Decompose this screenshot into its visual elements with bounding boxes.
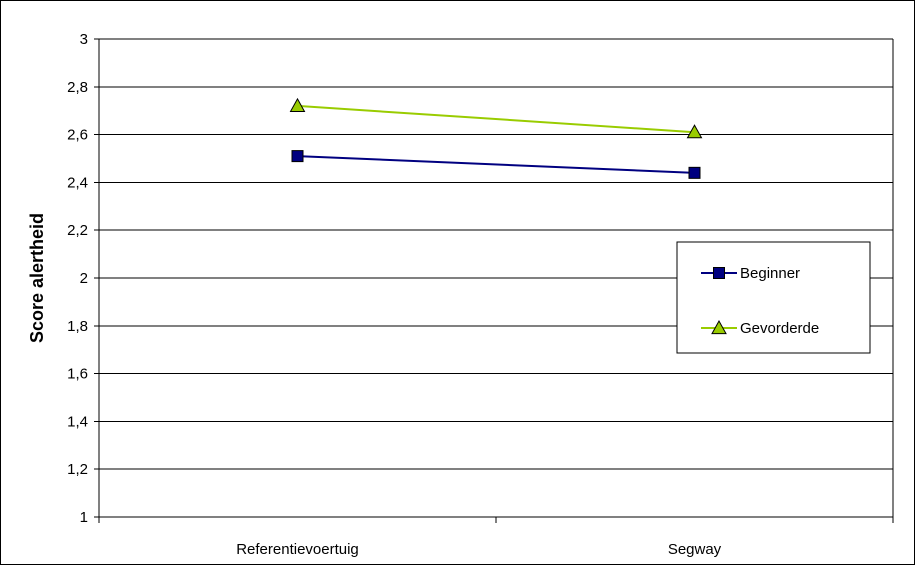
x-tick-label: Segway	[668, 541, 722, 558]
series-lines	[297, 104, 695, 174]
y-tick-label: 2	[80, 270, 88, 287]
series-line-gevorderde	[297, 104, 695, 134]
y-tick-label: 2,4	[67, 174, 88, 191]
y-tick-label: 3	[80, 31, 88, 48]
y-tick-label: 2,6	[67, 127, 88, 144]
data-point-gevorderde	[289, 97, 306, 113]
x-tick-labels: Referentievoertuig Segway	[236, 541, 721, 558]
y-tick-label: 1,4	[67, 413, 88, 430]
y-axis-title: Score alertheid	[27, 213, 47, 343]
x-tick-label: Referentievoertuig	[236, 541, 359, 558]
y-tick-label: 1	[80, 509, 88, 526]
axes	[94, 38, 894, 523]
legend-box	[676, 241, 871, 354]
legend-label: Gevorderde	[740, 320, 819, 337]
data-point-beginner	[291, 150, 304, 163]
legend: Beginner Gevorderde	[676, 241, 871, 354]
legend-swatch-marker	[711, 319, 727, 335]
y-tick-label: 1,2	[67, 461, 88, 478]
data-point-beginner	[688, 166, 701, 179]
y-tick-label: 2,8	[67, 79, 88, 96]
series-markers	[289, 97, 703, 179]
y-tick-label: 2,2	[67, 222, 88, 239]
gridlines	[99, 38, 893, 518]
legend-swatch-marker	[713, 267, 725, 279]
y-tick-label: 1,8	[67, 318, 88, 335]
legend-label: Beginner	[740, 265, 800, 282]
series-line-beginner	[297, 155, 695, 174]
y-tick-label: 1,6	[67, 366, 88, 383]
y-tick-labels: 1 1,2 1,4 1,6 1,8 2 2,2 2,4 2,6 2,8 3	[67, 31, 88, 526]
data-point-gevorderde	[686, 124, 703, 139]
